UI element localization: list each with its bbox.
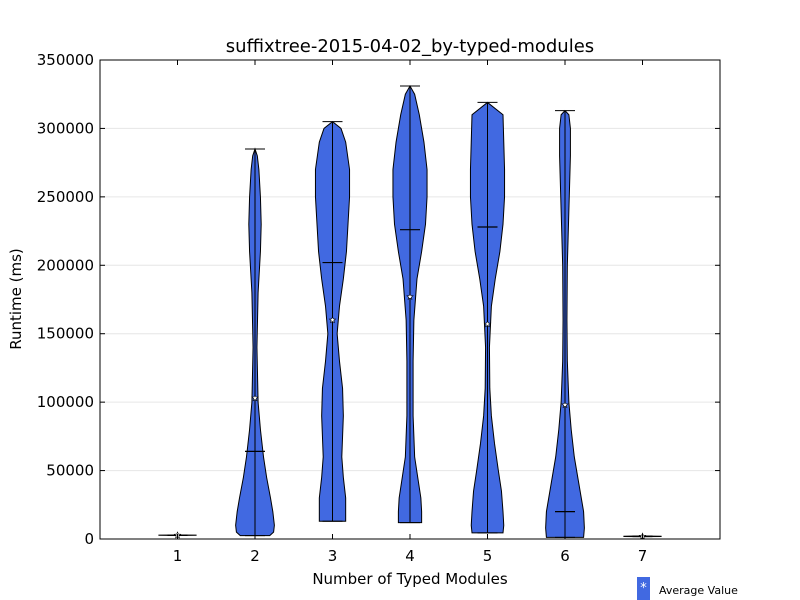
mean-star-marker [483,320,492,328]
x-ticks: 1 2 3 4 5 6 7 [173,60,648,565]
x-tick-label: 4 [405,547,415,565]
chart-title: suffixtree-2015-04-02_by-typed-modules [226,36,594,57]
x-tick-label: 6 [560,547,570,565]
y-tick-label: 200000 [37,256,94,274]
x-tick-label: 1 [173,547,183,565]
y-tick-label: 250000 [37,188,94,206]
legend-star-icon: * [640,581,647,596]
x-tick-label: 2 [250,547,260,565]
y-tick-label: 350000 [37,51,94,69]
violins [158,84,662,540]
legend-swatch [637,577,650,600]
mean-star-marker [406,292,414,301]
y-tick-label: 0 [84,530,94,548]
mean-star-marker [251,394,259,402]
x-tick-label: 7 [638,547,648,565]
mean-star-marker [561,400,569,409]
x-tick-label: 5 [483,547,493,565]
y-axis-label: Runtime (ms) [7,248,25,350]
y-tick-label: 100000 [37,393,94,411]
mean-star-marker [328,316,337,324]
x-tick-label: 3 [328,547,338,565]
y-tick-label: 300000 [37,119,94,137]
y-tick-label: 50000 [46,462,94,480]
x-axis-label: Number of Typed Modules [312,570,508,588]
legend: * Average Value [637,577,738,600]
legend-label: Average Value [659,584,738,597]
y-ticks: 0 50000 100000 150000 200000 250000 300000 3500… [37,51,720,548]
y-tick-label: 150000 [37,325,94,343]
